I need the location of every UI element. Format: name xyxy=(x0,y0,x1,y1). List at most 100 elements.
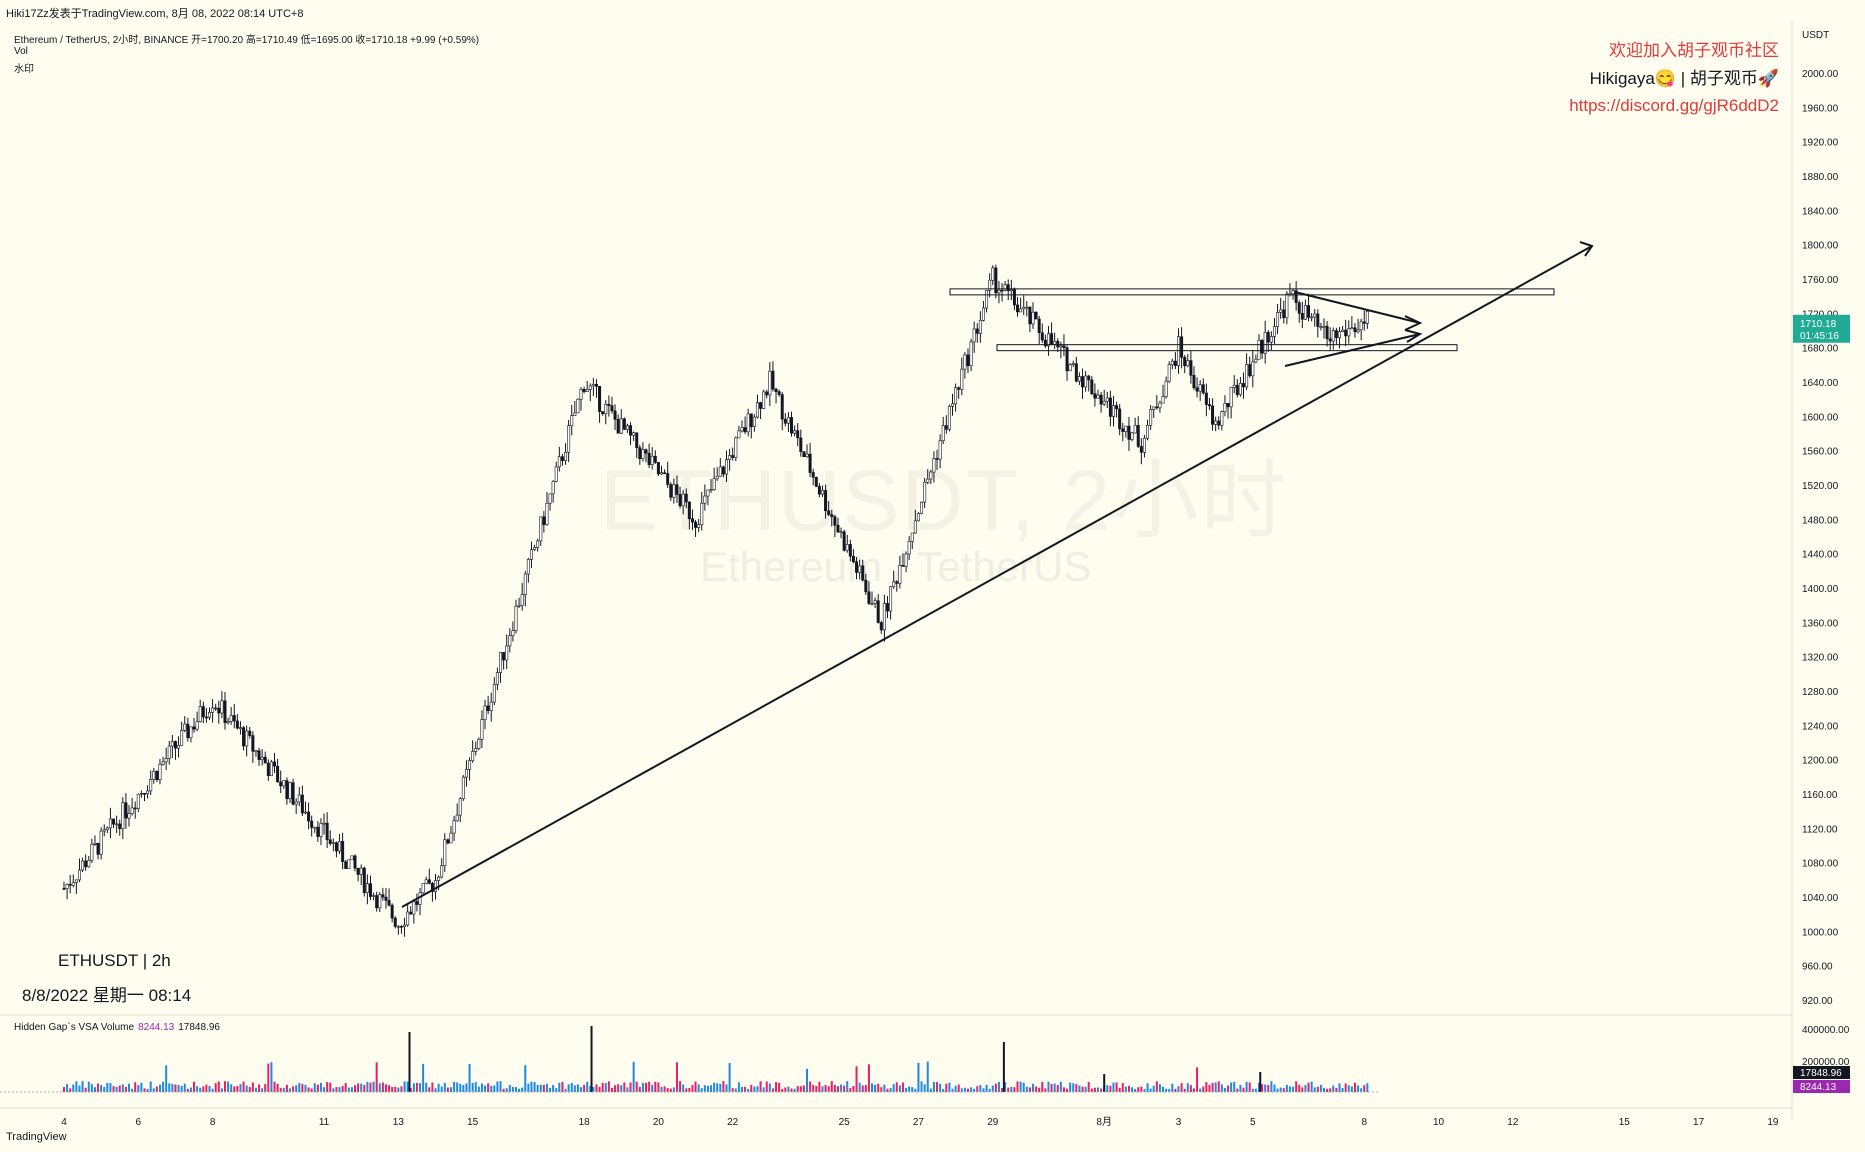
candle-body xyxy=(257,750,261,760)
volume-bar xyxy=(1295,1081,1298,1092)
candle-body xyxy=(502,652,506,661)
time-tick-label: 15 xyxy=(467,1117,479,1128)
candle-body xyxy=(1350,327,1354,330)
indicator-watermark-label[interactable]: 水印 xyxy=(14,64,34,75)
candle-body xyxy=(396,926,400,928)
volume-bar xyxy=(530,1081,533,1092)
volume-bar xyxy=(737,1082,740,1092)
volume-bar xyxy=(514,1087,517,1092)
volume-bar xyxy=(1056,1084,1059,1092)
volume-bar xyxy=(502,1088,505,1092)
candle-body xyxy=(415,901,419,905)
volume-bar xyxy=(276,1083,279,1092)
volume-bar xyxy=(787,1086,790,1092)
candle-body xyxy=(1173,360,1177,366)
volume-bar xyxy=(1075,1084,1078,1092)
volume-bar xyxy=(425,1082,428,1092)
price-tick-label: 1680.00 xyxy=(1802,344,1839,355)
volume-bar xyxy=(162,1081,165,1092)
candle-body xyxy=(409,911,413,915)
candle-body xyxy=(1142,437,1146,453)
candle-body xyxy=(1322,325,1326,328)
candle-body xyxy=(889,586,893,612)
volume-badge-bottom xyxy=(1793,1080,1850,1093)
candle-body xyxy=(876,600,880,623)
candle-body xyxy=(861,565,865,581)
volume-bar xyxy=(740,1086,743,1092)
promo-discord-link[interactable]: https://discord.gg/gjR6ddD2 xyxy=(1569,96,1779,115)
volume-bar xyxy=(617,1084,620,1092)
time-tick-label: 5 xyxy=(1250,1117,1256,1128)
candle-body xyxy=(1238,383,1242,395)
candle-body xyxy=(715,475,719,480)
candle-body xyxy=(529,549,533,560)
volume-bar xyxy=(403,1081,406,1092)
volume-bar xyxy=(1217,1081,1220,1092)
volume-bar xyxy=(536,1084,539,1092)
volume-bar xyxy=(357,1083,360,1092)
candle-body xyxy=(926,478,930,483)
candle-body xyxy=(254,750,258,753)
volume-bar xyxy=(103,1086,106,1092)
volume-bar xyxy=(657,1082,660,1092)
time-tick-label: 17 xyxy=(1693,1117,1705,1128)
volume-bar xyxy=(1270,1081,1273,1092)
candle-body xyxy=(378,894,382,909)
volume-indicator-label[interactable]: Hidden Gap`s VSA Volume 8244.13 17848.96 xyxy=(14,1022,220,1033)
tradingview-logo[interactable]: TradingView xyxy=(6,1131,67,1143)
candle-body xyxy=(799,437,803,452)
volume-bar xyxy=(920,1081,923,1092)
time-tick-label: 3 xyxy=(1176,1117,1182,1128)
candle-body xyxy=(1037,318,1041,334)
volume-bar xyxy=(400,1086,403,1092)
volume-bar xyxy=(87,1081,90,1092)
candle-body xyxy=(511,630,515,636)
candle-body xyxy=(235,720,239,729)
volume-bar xyxy=(1214,1082,1217,1092)
candle-body xyxy=(1276,312,1280,327)
volume-bar xyxy=(1158,1084,1161,1092)
volume-bar xyxy=(697,1084,700,1092)
candle-body xyxy=(960,368,964,390)
candle-body xyxy=(65,884,69,889)
candle-body xyxy=(669,484,673,498)
volume-bar xyxy=(1050,1084,1053,1092)
candle-body xyxy=(121,802,125,829)
volume-bar xyxy=(378,1083,381,1092)
volume-bar xyxy=(459,1083,462,1092)
candle-body xyxy=(725,459,729,475)
volume-bar xyxy=(205,1084,208,1092)
volume-bar xyxy=(861,1085,864,1092)
candle-body xyxy=(777,391,781,395)
candle-body xyxy=(161,761,165,765)
volume-bar xyxy=(905,1087,908,1092)
volume-bar xyxy=(561,1081,564,1092)
volume-bar xyxy=(508,1085,511,1092)
candle-body xyxy=(1353,327,1357,333)
candle-body xyxy=(443,839,447,867)
indicator-vol-label[interactable]: Vol xyxy=(14,46,28,57)
symbol-ohlc-line[interactable]: Ethereum / TetherUS, 2小时, BINANCE 开=1700… xyxy=(14,35,480,46)
time-tick-label: 25 xyxy=(839,1117,851,1128)
candle-body xyxy=(978,320,982,334)
volume-bar xyxy=(703,1085,706,1092)
volume-bar xyxy=(186,1088,189,1092)
candle-body xyxy=(269,761,273,777)
drawings xyxy=(401,241,1594,908)
candle-body xyxy=(1046,333,1050,347)
volume-bar xyxy=(372,1081,375,1092)
price-tick-label: 1040.00 xyxy=(1802,893,1839,904)
volume-bar xyxy=(1084,1086,1087,1092)
volume-bar xyxy=(1165,1088,1168,1092)
volume-bar xyxy=(533,1082,536,1092)
candle-body xyxy=(706,489,710,497)
candle-body xyxy=(499,652,503,673)
volume-bar xyxy=(951,1088,954,1092)
candle-body xyxy=(495,672,499,685)
volume-bar xyxy=(422,1063,425,1092)
candle-body xyxy=(288,782,292,800)
candle-body xyxy=(520,594,524,606)
volume-bar xyxy=(824,1084,827,1092)
volume-bar xyxy=(939,1083,942,1092)
